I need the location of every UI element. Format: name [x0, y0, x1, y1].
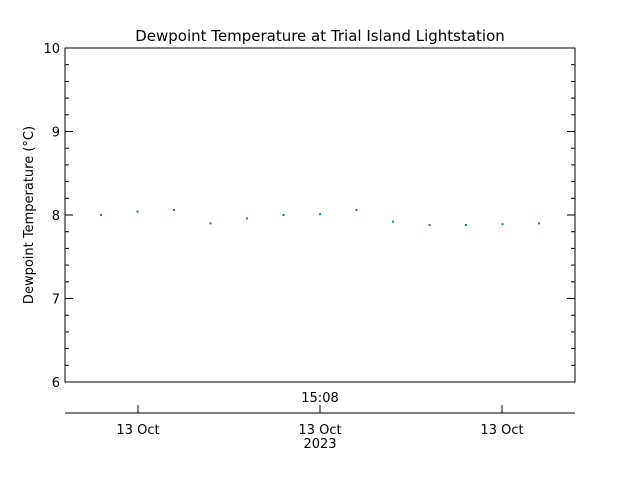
x-axis-labels: 13 Oct 13 Oct 13 Oct — [116, 423, 523, 438]
data-point — [355, 208, 358, 211]
year-label: 2023 — [303, 437, 336, 452]
y-tick-label: 6 — [52, 376, 60, 391]
chart-title: Dewpoint Temperature at Trial Island Lig… — [135, 27, 505, 45]
x-axis-ticks — [137, 405, 503, 413]
data-point — [428, 224, 431, 227]
x-tick-label: 13 Oct — [298, 423, 341, 438]
data-point — [246, 217, 248, 220]
data-point — [282, 214, 285, 216]
data-point — [538, 222, 540, 225]
x-tick-label: 13 Oct — [480, 423, 523, 438]
y-tick-label: 10 — [43, 42, 60, 57]
data-point — [465, 224, 467, 227]
data-points — [100, 208, 540, 227]
y-axis-label: Dewpoint Temperature (°C) — [22, 126, 37, 304]
data-point — [173, 208, 175, 211]
y-axis-labels: 6 7 8 9 10 — [43, 42, 60, 391]
x-tick-label: 13 Oct — [116, 423, 159, 438]
data-point — [319, 213, 321, 216]
data-point — [100, 214, 102, 216]
data-point — [392, 220, 394, 223]
data-point — [136, 210, 139, 213]
y-tick-label: 9 — [52, 126, 60, 141]
y-tick-label: 7 — [52, 293, 60, 308]
y-tick-label: 8 — [52, 209, 60, 224]
data-point — [501, 223, 504, 226]
data-point — [209, 222, 212, 225]
time-label: 15:08 — [301, 391, 338, 406]
y-axis-ticks — [65, 47, 575, 383]
